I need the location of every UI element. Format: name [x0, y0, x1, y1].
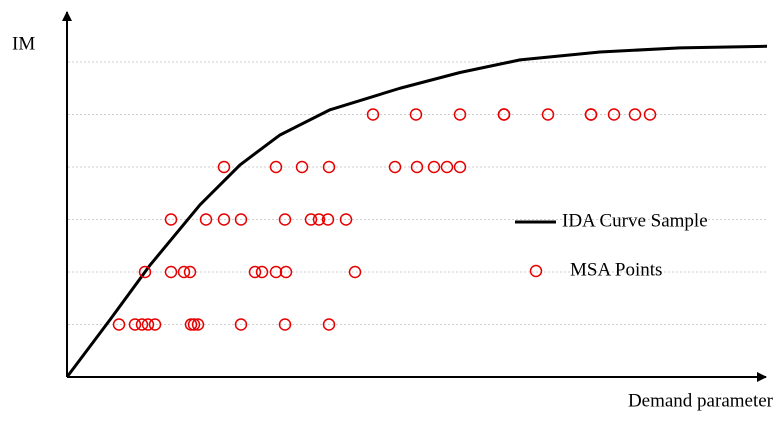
msa-point [607, 108, 621, 121]
msa-point [628, 108, 642, 121]
msa-point [234, 213, 248, 226]
msa-point [269, 160, 283, 174]
msa-point [410, 160, 424, 174]
legend-label: IDA Curve Sample [562, 210, 708, 231]
msa-point [112, 318, 126, 331]
msa-point [427, 160, 441, 174]
msa-point [295, 160, 309, 174]
msa-point [141, 318, 155, 331]
msa-point [279, 265, 293, 279]
msa-point [164, 265, 178, 279]
msa-point [278, 213, 292, 226]
msa-point [321, 213, 335, 226]
msa-point [339, 213, 353, 226]
msa-point [584, 108, 598, 121]
x-axis-label: Demand parameter [628, 390, 774, 411]
legend-marker [529, 264, 543, 278]
msa-point [322, 160, 336, 174]
msa-point [255, 265, 269, 279]
msa-point [164, 213, 178, 226]
msa-point [217, 213, 231, 226]
msa-point [366, 108, 380, 121]
msa-point [177, 265, 191, 279]
msa-point [541, 108, 555, 121]
msa-point [248, 265, 262, 279]
msa-point [184, 318, 198, 331]
msa-point [128, 318, 142, 331]
msa-point [440, 160, 454, 174]
msa-point [348, 265, 362, 279]
msa-point [269, 265, 283, 279]
msa-point [138, 265, 152, 279]
msa-point [199, 213, 213, 226]
msa-point [234, 318, 248, 331]
msa-point [278, 318, 292, 331]
msa-point [312, 213, 326, 226]
msa-point [453, 160, 467, 174]
msa-point [148, 318, 162, 331]
legend-label: MSA Points [570, 259, 662, 280]
msa-point [304, 213, 318, 226]
msa-point [453, 108, 467, 121]
msa-point [322, 318, 336, 331]
msa-point [187, 318, 201, 331]
msa-point [388, 160, 402, 174]
msa-point [643, 108, 657, 121]
msa-point [217, 160, 231, 174]
msa-point [183, 265, 197, 279]
msa-point [135, 318, 149, 331]
msa-point [191, 318, 205, 331]
y-axis-label: IM [12, 33, 35, 54]
msa-point [497, 108, 511, 121]
msa-point [409, 108, 423, 121]
ida-curve [65, 44, 768, 378]
